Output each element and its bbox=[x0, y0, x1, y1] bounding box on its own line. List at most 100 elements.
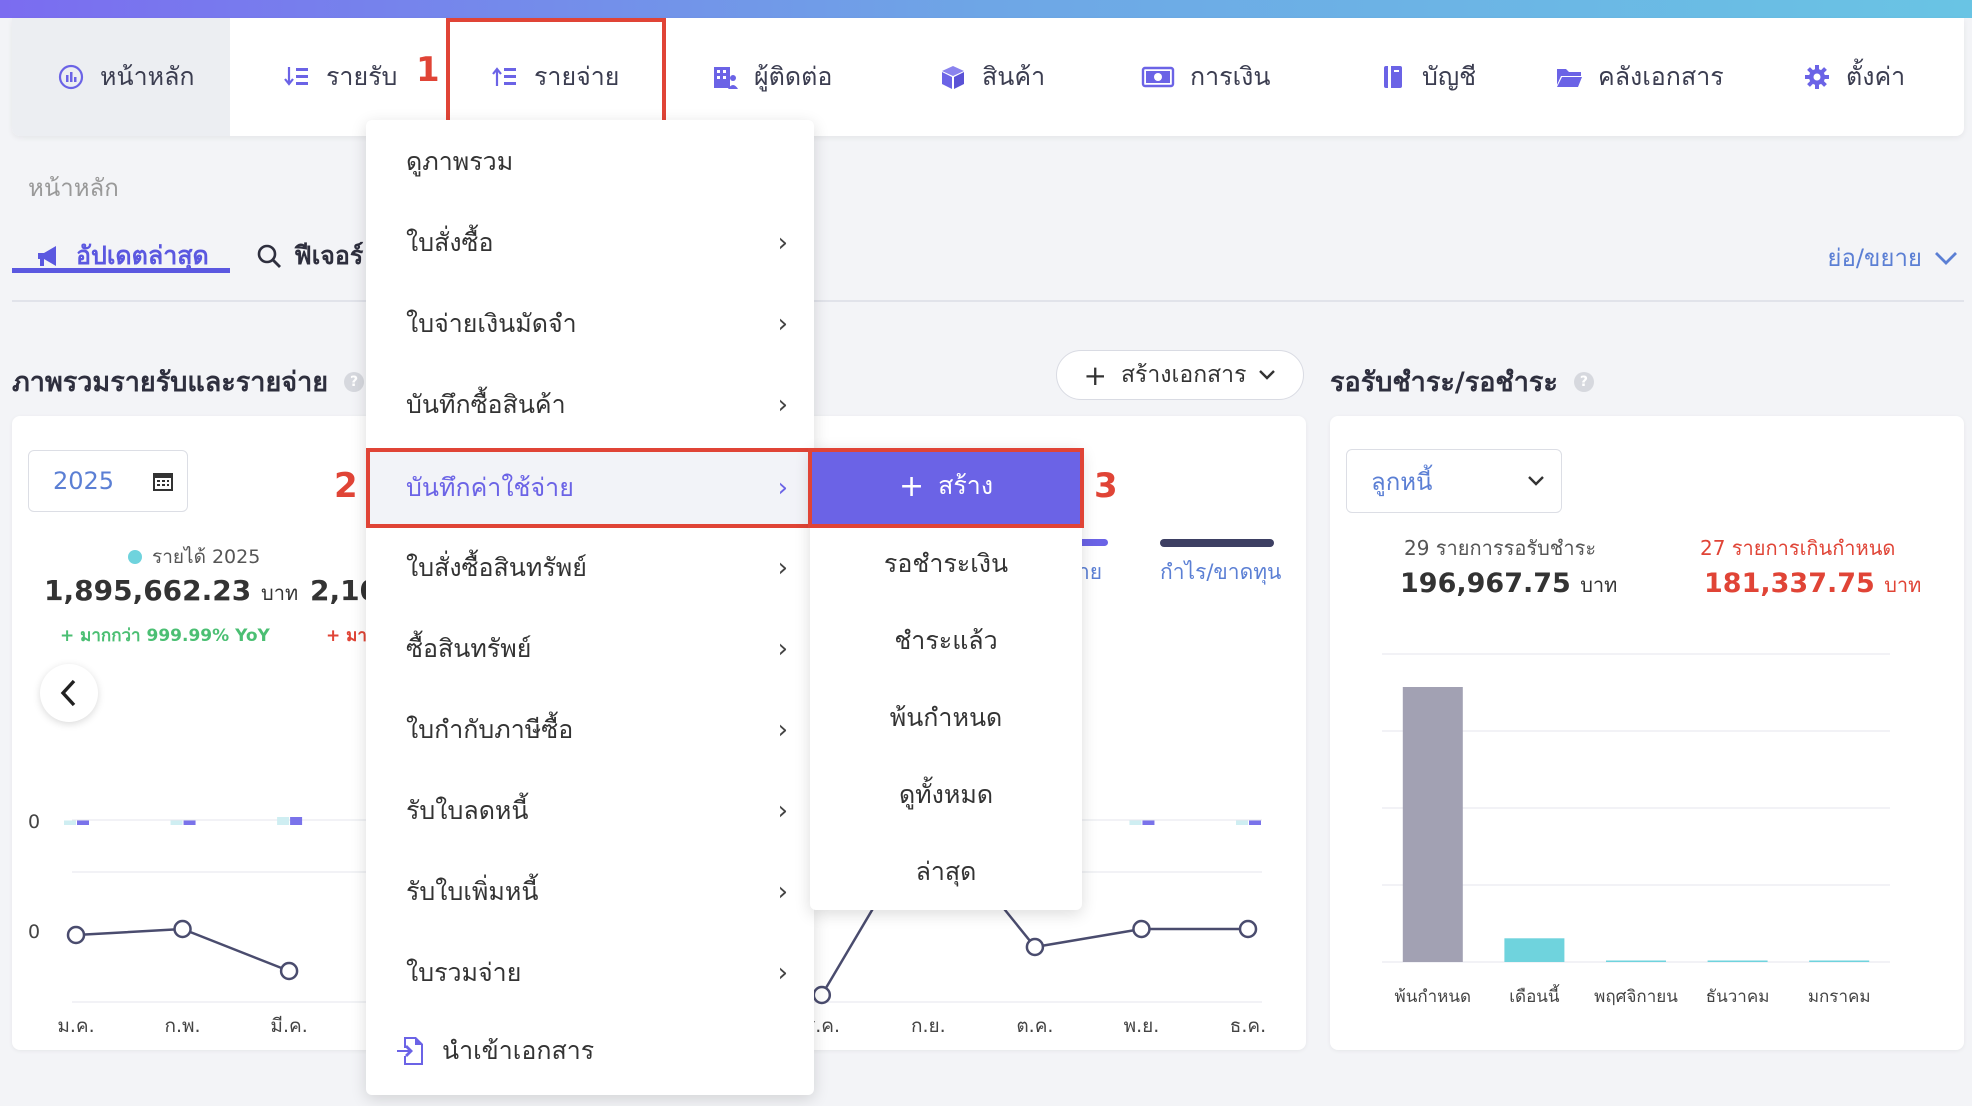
submenu-item-label: ชำระแล้ว bbox=[894, 626, 998, 655]
legend-profit: กำไร/ขาดทุน bbox=[1160, 560, 1282, 584]
menu-item-label: ใบสั่งซื้อสินทรัพย์ bbox=[406, 553, 587, 582]
menu-item-purchase-tax-invoice[interactable]: ใบกำกับภาษีซื้อ › bbox=[366, 700, 814, 760]
submenu-item-overdue[interactable]: พ้นกำหนด bbox=[810, 688, 1082, 748]
book-icon bbox=[1378, 62, 1408, 92]
menu-item-import-document[interactable]: นำเข้าเอกสาร bbox=[366, 1021, 814, 1081]
nav-item-contacts[interactable]: ผู้ติดต่อ bbox=[710, 18, 832, 136]
x-tick-label: ม.ค. bbox=[57, 1015, 94, 1037]
submenu-item-awaiting-payment[interactable]: รอชำระเงิน bbox=[810, 534, 1082, 594]
annotation-box-2 bbox=[366, 448, 812, 528]
tab-features[interactable]: ฟีเจอร์ bbox=[256, 236, 363, 276]
nav-item-finance[interactable]: การเงิน bbox=[1140, 18, 1270, 136]
income-label: รายได้ 2025 bbox=[128, 542, 260, 572]
receivables-chart: พ้นกำหนด เดือนนี้ พฤศจิกายน ธันวาคม มกราคม bbox=[1382, 653, 1890, 1007]
calendar-icon bbox=[152, 470, 174, 492]
create-document-label: สร้างเอกสาร bbox=[1121, 362, 1247, 388]
x-tick-label: มกราคม bbox=[1808, 987, 1871, 1007]
nav-label: การเงิน bbox=[1190, 62, 1271, 91]
menu-item-label: ดูภาพรวม bbox=[406, 147, 514, 176]
submenu-item-paid[interactable]: ชำระแล้ว bbox=[810, 611, 1082, 671]
aging-bar bbox=[1402, 687, 1463, 962]
expense-bar bbox=[183, 820, 196, 825]
tab-label: อัปเดตล่าสุด bbox=[76, 241, 209, 270]
legend-profit-swatch bbox=[1160, 539, 1274, 547]
income-label-text: รายได้ 2025 bbox=[152, 546, 261, 568]
aging-bar bbox=[1809, 960, 1870, 962]
legend-expense-partial: าย bbox=[1078, 560, 1103, 584]
pending-count: 29 รายการรอรับชำระ bbox=[1404, 536, 1597, 560]
nav-item-expense[interactable]: รายจ่าย bbox=[490, 18, 619, 136]
help-icon[interactable]: ? bbox=[344, 371, 365, 392]
expense-bar bbox=[1249, 820, 1261, 825]
tab-updates[interactable]: อัปเดตล่าสุด bbox=[36, 236, 209, 276]
plus-icon: + bbox=[898, 468, 925, 504]
profit-point bbox=[173, 919, 192, 939]
menu-item-purchase-order[interactable]: ใบสั่งซื้อ › bbox=[366, 213, 814, 273]
menu-item-expense-record[interactable]: บันทึกค่าใช้จ่าย › bbox=[366, 450, 814, 526]
x-tick-label: พ้นกำหนด bbox=[1395, 987, 1472, 1007]
x-tick-label: ต.ค. bbox=[1016, 1015, 1053, 1037]
menu-item-asset-purchase[interactable]: ซื้อสินทรัพย์ › bbox=[366, 619, 814, 679]
menu-item-label: รับใบเพิ่มหนี้ bbox=[406, 877, 539, 906]
chevron-down-icon bbox=[1527, 475, 1545, 487]
nav-label: หน้าหลัก bbox=[100, 62, 195, 91]
submenu-item-label: ดูทั้งหมด bbox=[898, 780, 994, 809]
collapse-toggle[interactable]: ย่อ/ขยาย bbox=[1827, 238, 1958, 277]
receivables-title: รอรับชำระ/รอชำระ ? bbox=[1330, 360, 1594, 403]
nav-item-accounting[interactable]: บัญชี bbox=[1378, 18, 1476, 136]
x-tick-label: ก.ย. bbox=[911, 1015, 946, 1037]
help-icon[interactable]: ? bbox=[1573, 371, 1594, 392]
income-amount: 1,895,662.23 bbox=[44, 574, 252, 607]
menu-item-combined-payment[interactable]: ใบรวมจ่าย › bbox=[366, 943, 814, 1003]
income-bar bbox=[277, 817, 290, 825]
submenu-item-latest[interactable]: ล่าสุด bbox=[810, 842, 1082, 902]
profit-point bbox=[279, 961, 299, 981]
income-bar bbox=[170, 820, 183, 825]
annotation-number-2: 2 bbox=[334, 466, 358, 506]
chevron-right-icon: › bbox=[777, 877, 788, 907]
menu-item-deposit-payment[interactable]: ใบจ่ายเงินมัดจำ › bbox=[366, 294, 814, 354]
menu-item-label: ซื้อสินทรัพย์ bbox=[406, 634, 532, 663]
menu-item-purchase-record[interactable]: บันทึกซื้อสินค้า › bbox=[366, 375, 814, 435]
nav-item-documents[interactable]: คลังเอกสาร bbox=[1554, 18, 1724, 136]
menu-item-label: นำเข้าเอกสาร bbox=[442, 1036, 595, 1065]
nav-item-products[interactable]: สินค้า bbox=[938, 18, 1045, 136]
expense-bar bbox=[1142, 820, 1155, 825]
submenu-item-label: พ้นกำหนด bbox=[889, 703, 1003, 732]
menu-item-asset-order[interactable]: ใบสั่งซื้อสินทรัพย์ › bbox=[366, 538, 814, 598]
nav-label: ตั้งค่า bbox=[1846, 62, 1906, 91]
collapse-label: ย่อ/ขยาย bbox=[1827, 244, 1922, 272]
expense-bar bbox=[77, 820, 89, 825]
year-picker[interactable]: 2025 bbox=[28, 450, 188, 512]
x-tick-label: มี.ค. bbox=[270, 1015, 307, 1037]
legend-expense-swatch bbox=[1058, 539, 1108, 546]
debtor-select[interactable]: ลูกหนี้ bbox=[1346, 449, 1562, 513]
menu-item-label: บันทึกซื้อสินค้า bbox=[406, 390, 566, 419]
pending-amount: 196,967.75 บาท bbox=[1400, 568, 1617, 601]
menu-item-label: บันทึกค่าใช้จ่าย bbox=[406, 473, 574, 502]
menu-item-label: ใบกำกับภาษีซื้อ bbox=[406, 715, 574, 744]
chevron-right-icon: › bbox=[777, 796, 788, 826]
nav-item-home[interactable]: หน้าหลัก bbox=[12, 18, 230, 136]
import-file-icon bbox=[396, 1035, 424, 1067]
breadcrumb: หน้าหลัก bbox=[28, 174, 119, 202]
prev-arrow-button[interactable] bbox=[40, 664, 98, 722]
megaphone-icon bbox=[36, 244, 64, 268]
create-document-button[interactable]: + สร้างเอกสาร bbox=[1056, 350, 1304, 400]
chevron-left-icon bbox=[60, 679, 76, 707]
chevron-right-icon: › bbox=[777, 473, 788, 503]
unit-label: บาท bbox=[1884, 573, 1922, 597]
menu-item-overview[interactable]: ดูภาพรวม bbox=[366, 132, 814, 192]
expense-yoy-partial: + มา bbox=[326, 626, 367, 646]
contacts-icon bbox=[710, 62, 740, 92]
profit-point bbox=[1025, 937, 1045, 957]
submenu-create-button[interactable]: + สร้าง bbox=[810, 448, 1082, 524]
submenu-item-view-all[interactable]: ดูทั้งหมด bbox=[810, 765, 1082, 825]
menu-item-credit-note[interactable]: รับใบลดหนี้ › bbox=[366, 781, 814, 841]
income-yoy: + มากกว่า 999.99% YoY bbox=[60, 626, 270, 646]
annotation-box-1 bbox=[446, 18, 666, 124]
chevron-down-icon bbox=[1934, 250, 1958, 266]
nav-item-income[interactable]: รายรับ bbox=[282, 18, 397, 136]
menu-item-debit-note[interactable]: รับใบเพิ่มหนี้ › bbox=[366, 862, 814, 922]
nav-item-settings[interactable]: ตั้งค่า bbox=[1802, 18, 1905, 136]
